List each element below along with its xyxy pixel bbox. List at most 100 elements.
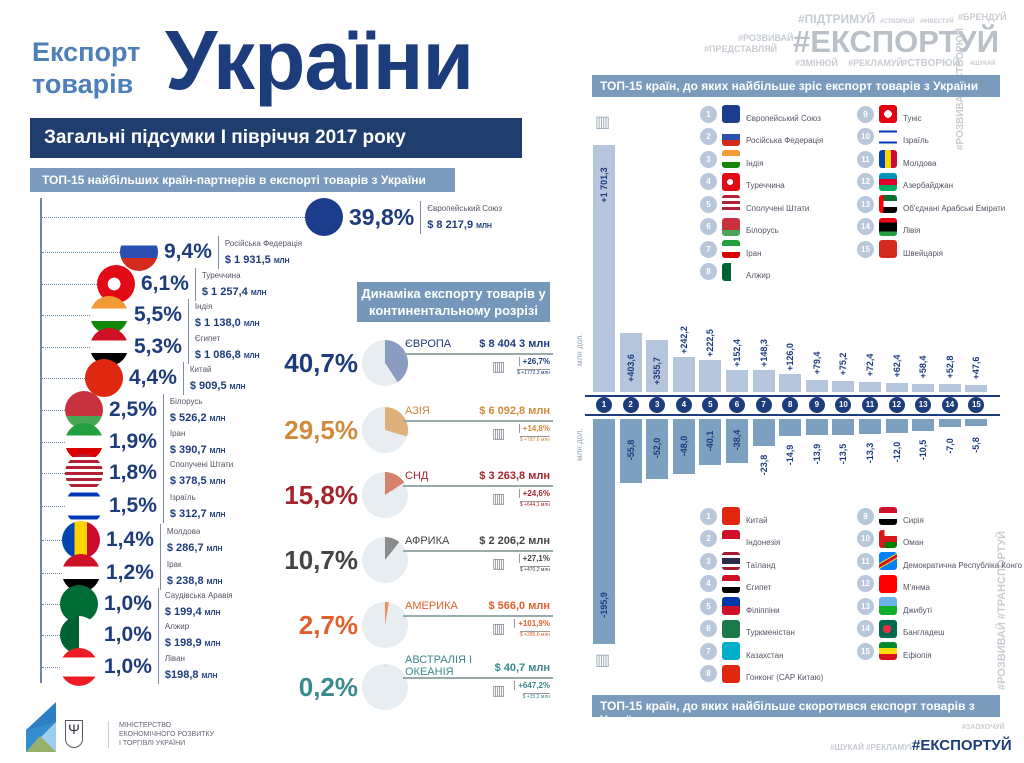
- growth-bar: [672, 356, 695, 392]
- legend-number: 6: [700, 218, 717, 235]
- partner-share: 1,0%: [104, 655, 152, 678]
- growth-bar: [726, 369, 748, 392]
- flag-th-icon: [722, 552, 740, 570]
- partner-row: 39,8% Європейський Союз $ 8 217,9 МЛН: [305, 198, 503, 236]
- chart-trend-icon: ▥: [492, 490, 506, 506]
- legend-number: 13: [857, 195, 874, 213]
- partner-info: Ірак $ 238,8 МЛН: [159, 556, 223, 590]
- flag-cn-icon: [722, 507, 740, 525]
- decline-bar: [938, 419, 961, 428]
- partner-value-amount: $ 286,7: [166, 541, 204, 554]
- chart-trend-icon: ▥: [492, 358, 506, 374]
- partner-value: $ 909,5 МЛН: [190, 380, 246, 392]
- ministry-logo-icon: [26, 702, 56, 752]
- legend-number: 14: [857, 218, 874, 235]
- continent-pie: [362, 537, 408, 583]
- legend-number: 12: [857, 173, 874, 190]
- growth-bar: [965, 385, 988, 392]
- partner-info: Ізраїль $ 312,7 МЛН: [162, 489, 225, 523]
- partner-share: 1,5%: [109, 494, 157, 517]
- bar-rank-number: 1: [596, 397, 612, 413]
- partner-row: 6,1% Туреччина $ 1 257,4 МЛН: [97, 265, 267, 303]
- flag-ae-icon: [879, 195, 897, 213]
- bar-rank-number: 6: [729, 397, 745, 413]
- continent-change: +647,2%: [514, 681, 550, 690]
- partner-share: 4,4%: [129, 366, 177, 389]
- partner-value-unit: МЛН: [229, 383, 246, 391]
- continent-share: 10,7%: [284, 545, 358, 575]
- legend-number: 2: [700, 530, 717, 547]
- continent-pie: [362, 602, 408, 648]
- legend-number: 9: [857, 105, 874, 123]
- partner-leader-line: [42, 217, 305, 218]
- continent-change-abs: $ +470,2 млн: [519, 566, 550, 573]
- continent-change: +14,8%: [518, 424, 550, 433]
- legend-country: Лівія: [903, 226, 921, 235]
- growth-bar: [752, 370, 775, 392]
- continent-share: 40,7%: [284, 348, 358, 378]
- partner-value: $ 1 257,4 МЛН: [202, 286, 267, 298]
- hashtag: #БРЕНДУЙ: [958, 12, 1007, 22]
- divider: [403, 485, 553, 487]
- partner-value: $ 238,8 МЛН: [167, 575, 223, 587]
- decline-bar: [859, 419, 881, 435]
- continents-title: Динаміка експорту товарів у континенталь…: [357, 282, 550, 322]
- legend-item: 1 Китай: [700, 505, 768, 527]
- legend-country: Іран: [746, 248, 762, 258]
- decline-bar: [593, 419, 615, 645]
- legend-number: 15: [857, 240, 874, 258]
- legend-item: 15 Швейцарія: [857, 238, 943, 260]
- legend-number: 4: [700, 575, 717, 592]
- hashtag: #ЗМІНЮЙ: [795, 58, 838, 68]
- bar-rank-number: 10: [835, 397, 852, 413]
- continent-value: $ 40,7 млн: [494, 662, 550, 674]
- ministry-line: МІНІСТЕРСТВО: [119, 722, 172, 729]
- continent-name: АМЕРИКА: [405, 600, 458, 612]
- legend-number: 5: [700, 597, 717, 615]
- legend-number: 1: [700, 507, 717, 525]
- legend-item: 14 Лівія: [857, 216, 920, 238]
- legend-number: 13: [857, 597, 874, 615]
- decline-bar: [752, 419, 775, 447]
- partner-name: Іран: [169, 428, 186, 438]
- legend-item: 6 Туркменістан: [700, 618, 795, 640]
- legend-item: 12 М'янма: [857, 573, 930, 595]
- partner-info: Туреччина $ 1 257,4 МЛН: [194, 267, 267, 301]
- partner-row: 1,8% Сполучені Штати $ 378,5 МЛН: [65, 454, 233, 492]
- growth-chart-title: ТОП-15 країн, до яких найбільше зріс екс…: [592, 75, 1000, 97]
- partner-value-amount: $ 1 931,5: [224, 253, 271, 266]
- flag-cd-icon: [879, 552, 897, 570]
- growth-bar-label: +126,0: [785, 342, 796, 371]
- legend-item: 2 Російська Федерація: [700, 126, 823, 148]
- decline-bar-label: -55,8: [625, 439, 636, 461]
- partner-name: Європейський Союз: [427, 203, 503, 213]
- partner-name: Ізраїль: [169, 492, 196, 502]
- hashtag: #ПРЕДСТАВЛЯЙ: [704, 44, 778, 54]
- flag-in-icon: [722, 150, 740, 168]
- partner-value-amount: $ 390,7: [169, 443, 207, 456]
- partner-name: Білорусь: [169, 396, 203, 406]
- legend-country: Ефіопія: [903, 650, 932, 660]
- decline-bar: [726, 419, 748, 464]
- partner-share: 5,3%: [134, 335, 182, 358]
- flag-om-icon: [879, 529, 897, 548]
- legend-number: 6: [700, 620, 717, 637]
- legend-country: Бангладеш: [903, 628, 945, 637]
- legend-country: Білорусь: [746, 226, 779, 235]
- growth-bar-label: +58,4: [918, 355, 929, 378]
- flag-by-icon: [65, 391, 103, 429]
- bar-rank-number: 13: [915, 397, 932, 413]
- partner-row: 2,5% Білорусь $ 526,2 МЛН: [65, 391, 225, 429]
- partner-value-amount: $ 378,5: [169, 474, 207, 487]
- partner-leader-line: [42, 540, 62, 541]
- decline-bar-label: -48,0: [678, 435, 689, 456]
- legend-country: Алжир: [746, 271, 771, 280]
- partner-value-unit: МЛН: [250, 289, 267, 297]
- flag-lb-icon: [60, 648, 98, 686]
- chart-trend-icon: ▥: [492, 425, 506, 441]
- partner-value: $ 378,5 МЛН: [170, 475, 226, 487]
- bar-rank-number: 3: [649, 397, 666, 413]
- continent-change: +26,7%: [518, 357, 550, 366]
- partner-share: 5,5%: [134, 303, 182, 326]
- continent-name: АЗІЯ: [405, 405, 430, 417]
